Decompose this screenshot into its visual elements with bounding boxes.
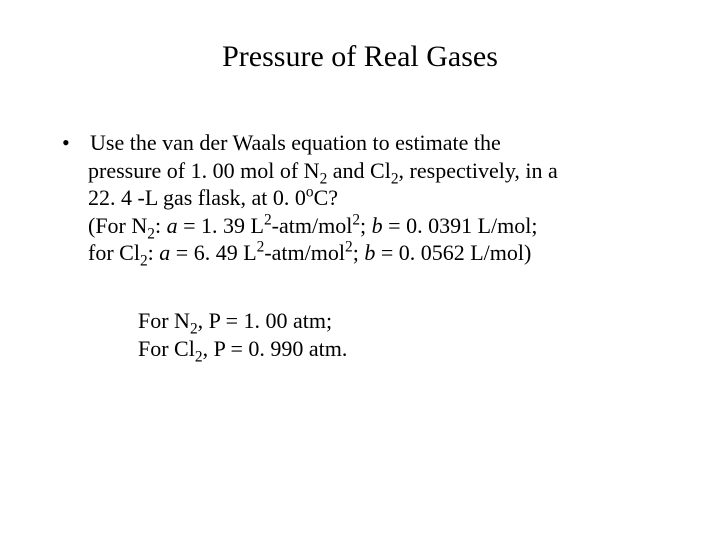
answer-line2: For Cl2, P = 0. 990 atm. — [138, 335, 660, 364]
problem-line1: Use the van der Waals equation to estima… — [90, 130, 501, 155]
slide: Pressure of Real Gases • Use the van der… — [0, 0, 720, 540]
problem-line3: 22. 4 -L gas flask, at 0. 0oC? — [60, 184, 660, 212]
problem-line5: for Cl2: a = 6. 49 L2-atm/mol2; b = 0. 0… — [60, 239, 660, 267]
problem-block: • Use the van der Waals equation to esti… — [60, 129, 660, 267]
answer-block: For N2, P = 1. 00 atm; For Cl2, P = 0. 9… — [60, 307, 660, 364]
bullet-text: Use the van der Waals equation to estima… — [90, 129, 660, 157]
problem-line2: pressure of 1. 00 mol of N2 and Cl2, res… — [60, 157, 660, 185]
slide-title: Pressure of Real Gases — [60, 40, 660, 74]
bullet-dot-icon: • — [60, 129, 90, 157]
problem-line4: (For N2: a = 1. 39 L2-atm/mol2; b = 0. 0… — [60, 212, 660, 240]
bullet-item: • Use the van der Waals equation to esti… — [60, 129, 660, 157]
answer-line1: For N2, P = 1. 00 atm; — [138, 307, 660, 336]
